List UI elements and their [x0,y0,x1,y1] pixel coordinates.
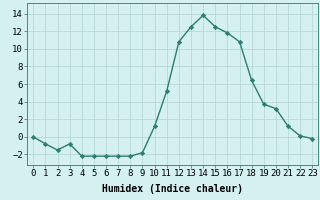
X-axis label: Humidex (Indice chaleur): Humidex (Indice chaleur) [102,184,243,194]
